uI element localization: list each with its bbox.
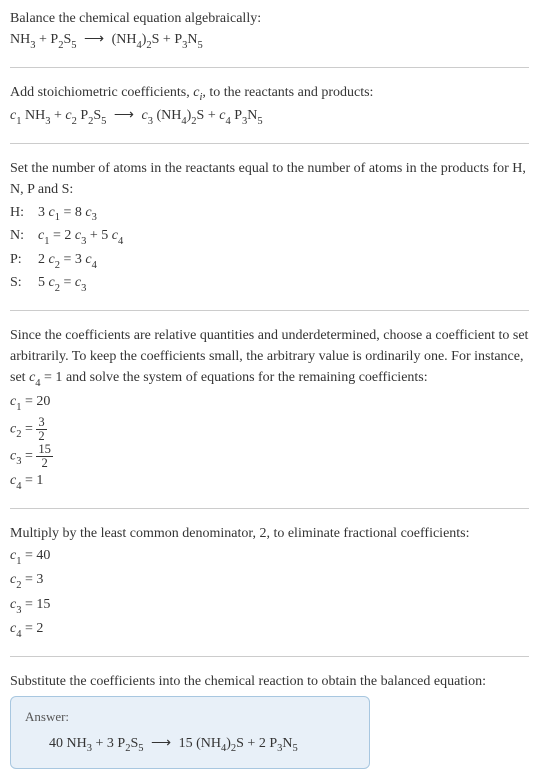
coef-line: c2 = 32 bbox=[10, 416, 529, 442]
coef-line: c1 = 20 bbox=[10, 391, 529, 415]
coef-line: c4 = 1 bbox=[10, 470, 529, 494]
product-p3n5: P3N5 bbox=[174, 32, 202, 47]
multiply-section: Multiply by the least common denominator… bbox=[10, 523, 529, 642]
reactant-p2s5: P2S5 bbox=[50, 32, 76, 47]
substitute-section: Substitute the coefficients into the che… bbox=[10, 671, 529, 692]
divider bbox=[10, 67, 529, 68]
multiply-text: Multiply by the least common denominator… bbox=[10, 523, 529, 544]
answer-label: Answer: bbox=[25, 707, 355, 727]
divider bbox=[10, 656, 529, 657]
atoms-text: Set the number of atoms in the reactants… bbox=[10, 158, 529, 200]
atoms-table: H: 3 c1 = 8 c3 N: c1 = 2 c3 + 5 c4 P: 2 … bbox=[10, 202, 129, 296]
atoms-section: Set the number of atoms in the reactants… bbox=[10, 158, 529, 296]
substitute-text: Substitute the coefficients into the che… bbox=[10, 671, 529, 692]
solve-text: Since the coefficients are relative quan… bbox=[10, 325, 529, 391]
coef-line: c3 = 15 bbox=[10, 594, 529, 618]
arrow-icon: ⟶ bbox=[84, 29, 104, 50]
intro-equation: NH3 + P2S5 ⟶ (NH4)2S + P3N5 bbox=[10, 29, 529, 53]
divider bbox=[10, 310, 529, 311]
table-row: P: 2 c2 = 3 c4 bbox=[10, 249, 129, 273]
divider bbox=[10, 143, 529, 144]
reactant-nh3: NH3 bbox=[10, 32, 35, 47]
coef-line: c4 = 2 bbox=[10, 618, 529, 642]
stoich-text: Add stoichiometric coefficients, ci, to … bbox=[10, 82, 529, 106]
solve-section: Since the coefficients are relative quan… bbox=[10, 325, 529, 494]
intro-text: Balance the chemical equation algebraica… bbox=[10, 8, 529, 29]
answer-equation: 40 NH3 + 3 P2S5 ⟶ 15 (NH4)2S + 2 P3N5 bbox=[25, 733, 355, 757]
answer-box: Answer: 40 NH3 + 3 P2S5 ⟶ 15 (NH4)2S + 2… bbox=[10, 696, 370, 769]
table-row: N: c1 = 2 c3 + 5 c4 bbox=[10, 225, 129, 249]
intro-section: Balance the chemical equation algebraica… bbox=[10, 8, 529, 53]
coef-line: c1 = 40 bbox=[10, 545, 529, 569]
coef-line: c3 = 152 bbox=[10, 443, 529, 469]
product-nh42s: (NH4)2S bbox=[112, 32, 160, 47]
coef-line: c2 = 3 bbox=[10, 569, 529, 593]
table-row: S: 5 c2 = c3 bbox=[10, 272, 129, 296]
stoich-section: Add stoichiometric coefficients, ci, to … bbox=[10, 82, 529, 129]
table-row: H: 3 c1 = 8 c3 bbox=[10, 202, 129, 226]
divider bbox=[10, 508, 529, 509]
stoich-equation: c1 NH3 + c2 P2S5 ⟶ c3 (NH4)2S + c4 P3N5 bbox=[10, 105, 529, 129]
